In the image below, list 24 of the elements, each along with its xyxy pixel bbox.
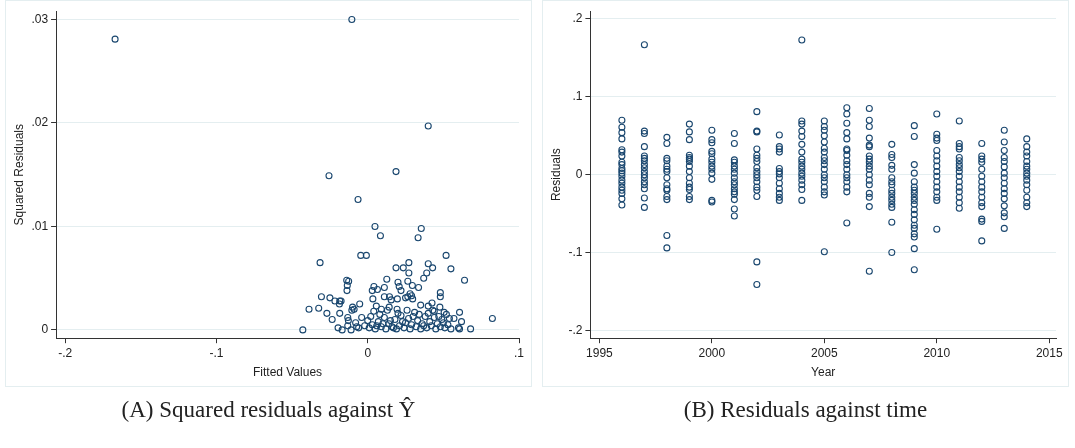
x-axis-title: Year — [811, 365, 836, 380]
x-tick-label: 2005 — [810, 345, 838, 360]
x-tick-label: 0 — [364, 345, 372, 360]
x-tick-label: .1 — [513, 345, 525, 360]
text: (A) Squared residuals against Ŷ — [121, 397, 416, 423]
x-tick-label: -.2 — [58, 345, 73, 360]
y-tick-label: 0 — [41, 322, 49, 337]
x-tick-label: 2010 — [923, 345, 951, 360]
x-tick-label: -.1 — [209, 345, 224, 360]
x-tick-label: 2000 — [698, 345, 726, 360]
y-axis-title: Residuals — [548, 148, 563, 202]
y-tick-label: 0 — [575, 167, 583, 182]
x-axis-title: Fitted Values — [252, 365, 323, 380]
x-tick-label: 2015 — [1035, 345, 1063, 360]
text: (B) Residuals against time — [683, 397, 928, 423]
y-tick-label: .01 — [31, 218, 49, 233]
y-tick-label: .03 — [31, 11, 49, 26]
y-tick-label: .1 — [572, 89, 583, 104]
y-tick-label: .02 — [31, 115, 49, 130]
x-tick-label: 1995 — [586, 345, 614, 360]
y-axis-title: Squared Residuals — [11, 124, 26, 226]
y-tick-label: .2 — [572, 11, 583, 26]
y-tick-label: -.2 — [568, 322, 583, 337]
y-tick-label: -.1 — [568, 244, 583, 259]
